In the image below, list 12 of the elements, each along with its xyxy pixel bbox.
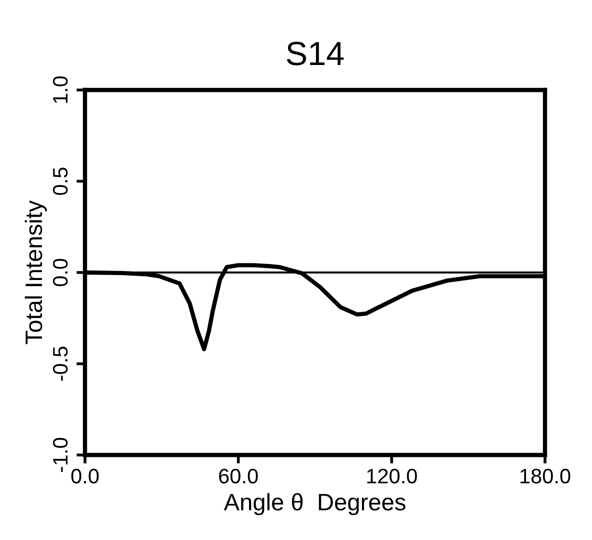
y-tick-label: 1.0 [52, 76, 68, 103]
y-tick-label: 0.0 [52, 258, 68, 286]
y-tick-label: -0.5 [52, 346, 68, 381]
chart-title: S14 [286, 42, 344, 66]
x-tick-label: 60.0 [219, 468, 258, 484]
y-tick-label: -1.0 [52, 438, 68, 472]
y-axis-title: Total Intensity [24, 200, 47, 344]
x-axis-title: Angle θ Degrees [224, 493, 406, 516]
x-tick-label: 120.0 [367, 468, 417, 484]
x-tick-label: 180.0 [520, 468, 570, 484]
x-tick-label: 0.0 [71, 468, 99, 484]
y-tick-label: 0.5 [52, 168, 68, 195]
